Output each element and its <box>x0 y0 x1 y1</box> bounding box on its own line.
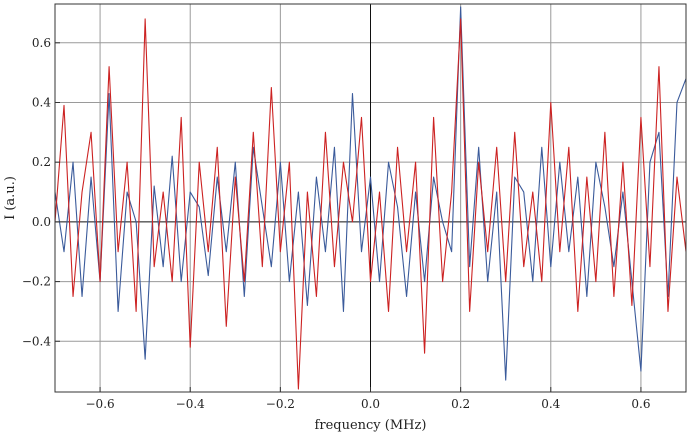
x-axis-title: frequency (MHz) <box>315 418 427 433</box>
axes-layer <box>55 4 686 392</box>
ticks-layer: −0.6 −0.4 −0.2 0.0 0.2 0.4 0.6 −0.4 −0.2 0.0 0.2 0.… <box>22 36 651 411</box>
y-tick-label: 0.2 <box>32 155 51 169</box>
series-layer <box>55 6 686 390</box>
x-tick-label: 0.4 <box>541 397 560 411</box>
x-tick-label: −0.6 <box>86 397 115 411</box>
x-tick-label: −0.2 <box>266 397 295 411</box>
series-line-2 <box>55 18 686 390</box>
series-line-1 <box>55 6 686 381</box>
x-tick-label: 0.0 <box>361 397 380 411</box>
y-tick-label: 0.4 <box>32 95 51 109</box>
y-tick-label: 0.0 <box>32 215 51 229</box>
y-tick-label: −0.4 <box>22 334 52 348</box>
y-tick-label: −0.2 <box>22 275 51 289</box>
plot-frame <box>54 3 687 393</box>
y-tick-label: 0.6 <box>32 36 51 50</box>
x-tick-label: 0.6 <box>631 397 650 411</box>
x-tick-label: 0.2 <box>451 397 470 411</box>
x-tick-label: −0.4 <box>176 397 206 411</box>
y-axis-title: I (a.u.) <box>3 176 18 220</box>
